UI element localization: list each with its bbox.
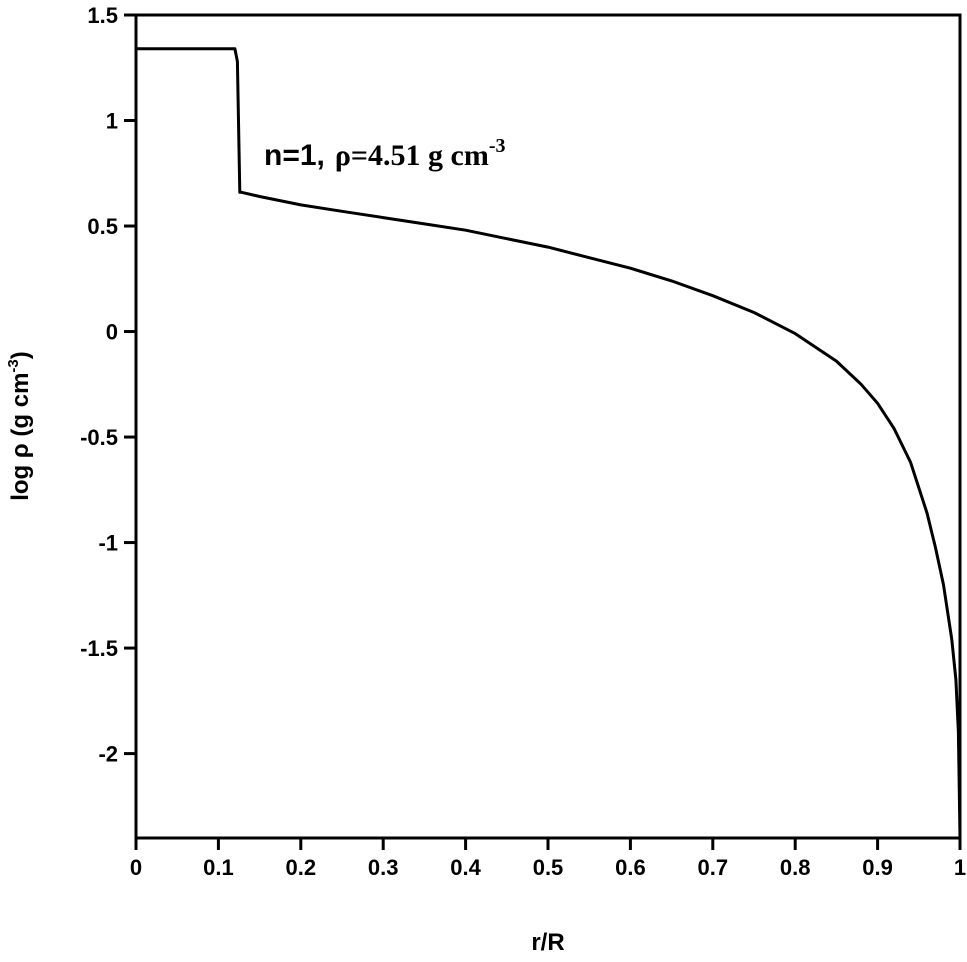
y-tick-label: 1.5 bbox=[87, 3, 118, 28]
x-tick-label: 1 bbox=[954, 855, 966, 880]
x-tick-label: 0.3 bbox=[368, 855, 399, 880]
tick-label-group: 0 0.1 0.2 0.3 0.4 0.5 0.6 0.7 0.8 0.9 1 1.5 1 0.5 0 -0.… bbox=[80, 3, 966, 880]
x-tick-label: 0.4 bbox=[450, 855, 481, 880]
plot-frame bbox=[134, 13, 962, 840]
series-line bbox=[136, 47, 962, 839]
x-tick-label: 0.7 bbox=[698, 855, 729, 880]
y-axis-label: log ρ (g cm-3) bbox=[5, 351, 34, 501]
tick-group bbox=[124, 13, 962, 850]
x-tick-label: 0.6 bbox=[615, 855, 646, 880]
annotation-label: n=1, ρ=4.51 g cm-3 bbox=[264, 135, 506, 172]
y-tick-label: 0.5 bbox=[87, 214, 118, 239]
x-tick-label: 0 bbox=[130, 855, 142, 880]
y-tick-label: -0.5 bbox=[80, 425, 118, 450]
x-tick-label: 0.2 bbox=[286, 855, 317, 880]
y-tick-label: 0 bbox=[106, 320, 118, 345]
x-tick-label: 0.1 bbox=[203, 855, 234, 880]
y-tick-label: -1 bbox=[98, 531, 118, 556]
x-tick-label: 0.5 bbox=[533, 855, 564, 880]
x-tick-label: 0.9 bbox=[862, 855, 893, 880]
y-tick-label: -2 bbox=[98, 742, 118, 767]
y-tick-label: 1 bbox=[106, 109, 118, 134]
y-tick-label: -1.5 bbox=[80, 636, 118, 661]
x-axis-label: r/R bbox=[531, 929, 564, 956]
x-tick-label: 0.8 bbox=[780, 855, 811, 880]
